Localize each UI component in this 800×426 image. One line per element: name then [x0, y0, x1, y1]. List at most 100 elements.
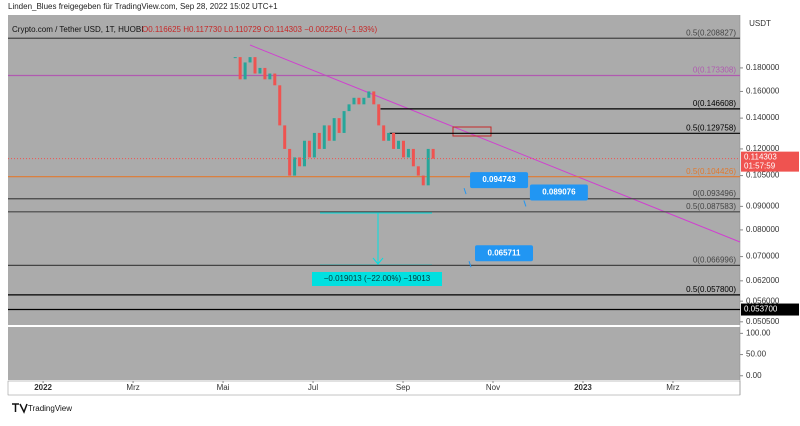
y-tick-label: 0.080000 — [746, 225, 780, 234]
candle — [298, 157, 302, 167]
measure-box — [312, 272, 442, 286]
x-tick-label: Nov — [486, 383, 500, 392]
y-tick-label: 0.056000 — [746, 296, 780, 305]
level-label: 0(0.146608) — [693, 99, 736, 108]
arrow-head — [372, 257, 384, 265]
level-label: 0.5(0.057800) — [686, 285, 736, 294]
candle — [372, 91, 376, 105]
candle — [426, 148, 430, 186]
candle — [367, 91, 371, 98]
trend-line — [249, 44, 741, 243]
candle — [293, 157, 297, 176]
indicator-tick-label: 0.00 — [746, 371, 762, 380]
level-tag-label: 0.053700 — [744, 305, 778, 314]
time-axis — [7, 380, 741, 396]
measure-label: −0.019013 (−22.00%) −19013 — [324, 274, 431, 283]
level-label: 0(0.066996) — [693, 255, 736, 264]
x-tick-label: Mrz — [666, 383, 679, 392]
candle — [387, 132, 391, 141]
y-tick-label: 0.070000 — [746, 252, 780, 261]
level-label: 0.5(0.129758) — [686, 123, 736, 132]
candle — [431, 148, 435, 159]
candle — [268, 73, 272, 80]
candle — [397, 140, 401, 149]
candle — [233, 57, 237, 59]
callout-label: 0.094743 — [482, 175, 516, 184]
candle — [243, 62, 247, 80]
level-label: 0(0.173308) — [693, 66, 736, 75]
candle — [248, 57, 252, 63]
candle — [411, 148, 415, 167]
candle — [322, 125, 326, 149]
candle — [332, 118, 336, 141]
y-tick-label: 0.062000 — [746, 276, 780, 285]
callout-label: 0.065711 — [488, 248, 521, 257]
candle — [238, 57, 242, 80]
y-tick-label: 0.050500 — [746, 317, 780, 326]
price-tag-label: 0.114303 — [744, 153, 777, 162]
candle — [421, 175, 425, 186]
candle — [392, 132, 396, 149]
candle — [312, 132, 316, 158]
candle — [416, 166, 420, 176]
callout-label: 0.089076 — [542, 188, 576, 197]
candle — [382, 125, 386, 141]
candle — [263, 67, 267, 80]
candle — [406, 148, 410, 158]
y-tick-label: 0.180000 — [746, 63, 780, 72]
candle — [317, 132, 321, 149]
y-tick-label: 0.105000 — [746, 171, 780, 180]
x-tick-label: Mai — [217, 383, 230, 392]
candle — [342, 111, 346, 133]
callout-leader — [463, 187, 467, 195]
y-tick-label: 0.090000 — [746, 201, 780, 210]
candle — [347, 104, 351, 112]
indicator-pane — [8, 327, 740, 380]
symbol: Crypto.com / Tether USD, 1T, HUOBI — [12, 25, 143, 34]
level-label: 0.5(0.208827) — [686, 28, 736, 37]
x-tick-label: Mrz — [126, 383, 139, 392]
indicator-tick-label: 100.00 — [746, 328, 771, 337]
candle — [337, 118, 341, 133]
candle — [302, 140, 306, 167]
candle — [352, 97, 356, 105]
y-tick-label: 0.160000 — [746, 87, 780, 96]
candle — [288, 148, 292, 176]
x-tick-label: 2023 — [574, 383, 592, 392]
candle — [327, 125, 331, 141]
countdown: 01:57:59 — [744, 162, 776, 171]
y-tick-label: 0.120000 — [746, 144, 780, 153]
level-label: 0(0.093496) — [693, 189, 736, 198]
callout-box — [529, 184, 588, 201]
logo — [12, 403, 28, 414]
callout-leader — [523, 200, 527, 207]
indicator-tick-label: 50.00 — [746, 350, 767, 359]
x-tick-label: 2022 — [34, 383, 52, 392]
candle — [357, 97, 361, 105]
level-tag — [741, 303, 799, 316]
share-info: Linden_Blues freigegeben für TradingView… — [8, 2, 278, 11]
callout-leader — [468, 261, 472, 268]
candle — [273, 73, 277, 86]
y-tick-label: 0.140000 — [746, 113, 780, 122]
candle — [377, 104, 381, 126]
callout-box — [475, 245, 534, 262]
brand: TradingView — [28, 404, 72, 413]
ohlc: O0.116625 H0.117730 L0.110729 C0.114303 … — [142, 25, 377, 34]
callout-box — [470, 172, 529, 189]
candle — [283, 125, 287, 149]
highlight-box — [452, 126, 492, 137]
candle — [253, 57, 257, 74]
candle — [362, 97, 366, 105]
candle — [307, 140, 311, 158]
level-label: 0.5(0.104426) — [686, 167, 736, 176]
candle — [278, 85, 282, 126]
x-tick-label: Sep — [396, 383, 411, 392]
candle — [401, 140, 405, 158]
level-label: 0.5(0.087583) — [686, 202, 736, 211]
candle — [258, 67, 262, 74]
x-tick-label: Jul — [308, 383, 318, 392]
price-tag — [741, 151, 799, 172]
axis-unit: USDT — [749, 19, 771, 28]
